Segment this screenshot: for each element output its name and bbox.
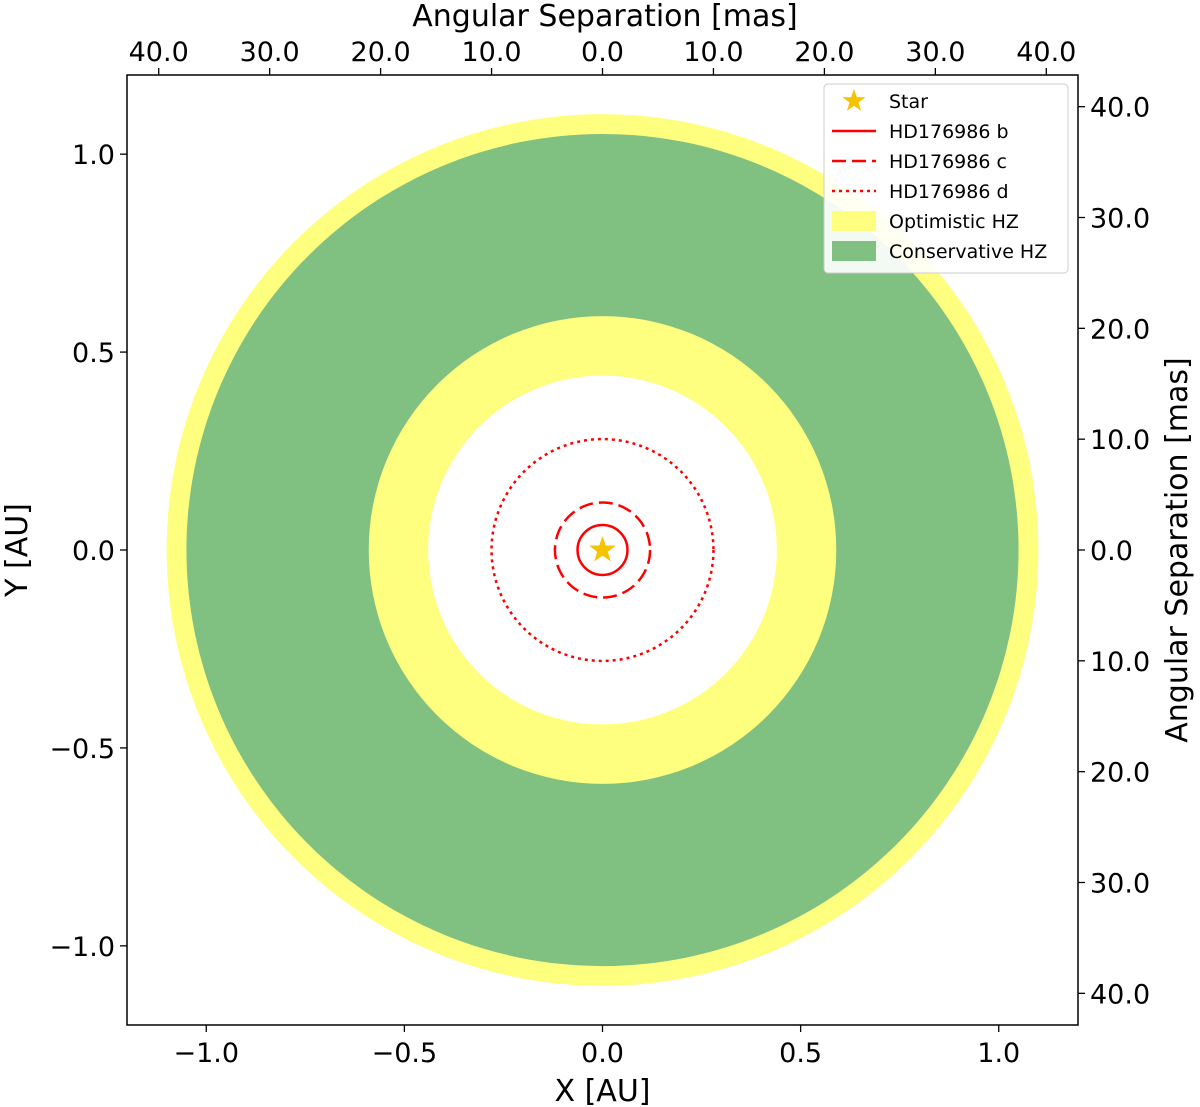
top-tick-label: 10.0 [683, 37, 743, 68]
x-tick-label: −0.5 [372, 1038, 438, 1069]
x-tick-label: 0.0 [581, 1038, 624, 1069]
legend-label: Optimistic HZ [889, 211, 1019, 233]
right-tick-label: 30.0 [1090, 204, 1150, 235]
top-tick-label: 40.0 [129, 37, 189, 68]
right-tick-label: 40.0 [1090, 93, 1150, 124]
legend-label: Star [889, 91, 928, 113]
right-tick-label: 0.0 [1090, 536, 1133, 567]
x-axis-title: X [AU] [555, 1074, 651, 1107]
top-tick-label: 20.0 [351, 37, 411, 68]
x-tick-label: 0.5 [779, 1038, 822, 1069]
right-axis-title: Angular Separation [mas] [1160, 357, 1195, 742]
right-tick-label: 20.0 [1090, 314, 1150, 345]
legend-b: HD176986 b [832, 121, 1009, 143]
top-tick-label: 10.0 [461, 37, 521, 68]
legend-label: HD176986 b [889, 121, 1009, 143]
y-axis-title: Y [AU] [0, 503, 35, 598]
plot-area [166, 114, 1039, 986]
legend-box [823, 83, 1069, 274]
y-tick-label: 1.0 [72, 140, 115, 171]
right-tick-label: 10.0 [1090, 425, 1150, 456]
y-tick-label: −0.5 [49, 734, 115, 765]
legend-label: HD176986 d [889, 181, 1009, 203]
x-tick-label: 1.0 [977, 1038, 1020, 1069]
orbit-b [576, 523, 629, 577]
star-marker [589, 536, 616, 562]
right-tick-label: 20.0 [1090, 758, 1150, 789]
top-tick-label: 30.0 [240, 37, 300, 68]
top-tick-label: 40.0 [1016, 37, 1076, 68]
top-axis-title: Angular Separation [mas] [412, 0, 797, 34]
conservative-hz-zone [186, 133, 1019, 967]
orbit-c [553, 501, 652, 599]
top-tick-label: 30.0 [905, 37, 965, 68]
legend-conservative-hz: Conservative HZ [832, 241, 1047, 263]
legend-d: HD176986 d [832, 181, 1009, 203]
legend-star-icon [842, 89, 866, 111]
top-tick-label: 20.0 [794, 37, 854, 68]
legend-c: HD176986 c [832, 151, 1007, 173]
right-tick-label: 40.0 [1090, 979, 1150, 1010]
legend: Star HD176986 b HD176986 c HD176986 d Optimi… [823, 83, 1069, 274]
legend-star: Star [842, 89, 928, 113]
y-tick-label: 0.5 [72, 338, 115, 369]
orbit-d [490, 437, 715, 663]
y-tick-label: 0.0 [72, 536, 115, 567]
top-tick-label: 0.0 [581, 37, 624, 68]
right-tick-label: 10.0 [1090, 647, 1150, 678]
legend-label: HD176986 c [889, 151, 1007, 173]
legend-optimistic-hz: Optimistic HZ [832, 211, 1019, 233]
y-tick-label: −1.0 [49, 932, 115, 963]
legend-swatch-icon [832, 241, 876, 261]
right-tick-label: 30.0 [1090, 869, 1150, 900]
legend-label: Conservative HZ [889, 241, 1047, 263]
x-tick-label: −1.0 [173, 1038, 239, 1069]
legend-swatch-icon [832, 211, 876, 231]
